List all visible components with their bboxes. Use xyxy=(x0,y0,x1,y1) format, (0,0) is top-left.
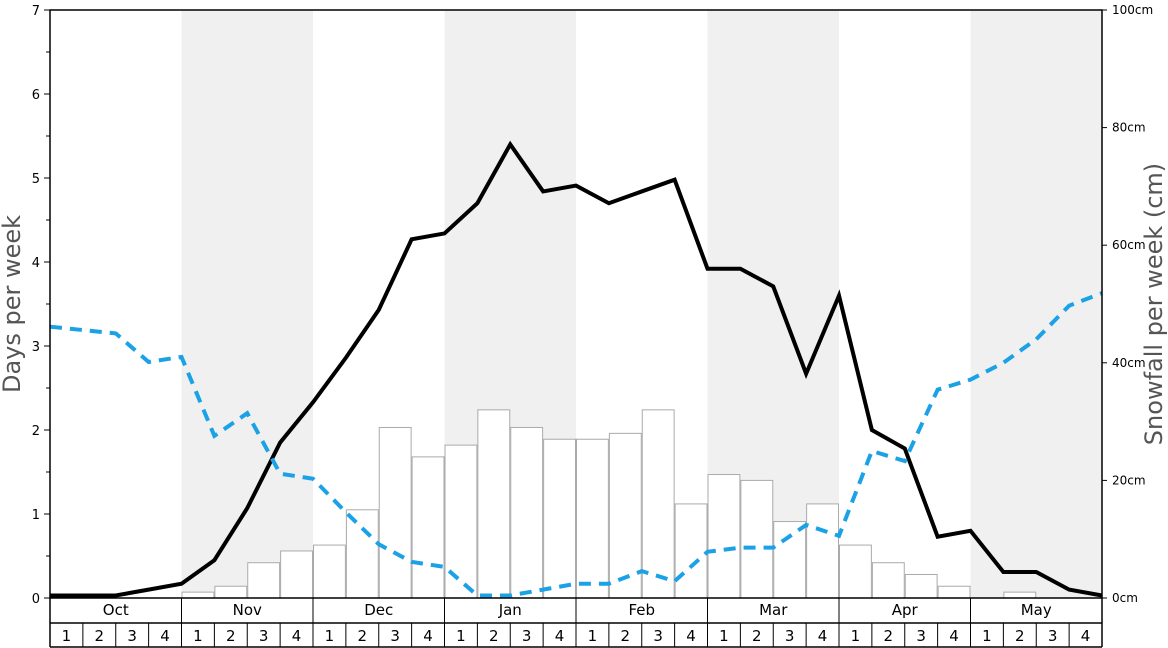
week-label: 3 xyxy=(916,627,926,645)
week-label: 3 xyxy=(522,627,532,645)
month-label-may: May xyxy=(1021,601,1052,619)
y-tick-label-right: 40cm xyxy=(1112,356,1146,370)
snowfall-bar xyxy=(937,585,971,599)
month-label-apr: Apr xyxy=(892,601,919,619)
snowfall-bar xyxy=(247,562,281,599)
week-label: 2 xyxy=(358,627,368,645)
y-tick-label-left: 2 xyxy=(32,424,40,439)
day-lines xyxy=(49,140,1103,598)
snowfall-bar xyxy=(181,591,215,599)
snowfall-bar xyxy=(871,562,905,599)
snowfall-bar xyxy=(477,409,511,599)
month-label-mar: Mar xyxy=(759,601,788,619)
week-label: 1 xyxy=(193,627,203,645)
snowfall-bar xyxy=(543,438,576,599)
week-label: 4 xyxy=(686,627,696,645)
y-tick-label-left: 6 xyxy=(32,88,40,103)
week-label: 4 xyxy=(423,627,433,645)
snowfall-bar xyxy=(1003,591,1037,599)
y-tick-label-right: 60cm xyxy=(1112,238,1146,252)
week-label: 3 xyxy=(1048,627,1058,645)
y-tick-label-right: 100cm xyxy=(1112,3,1153,17)
y-tick-label-left: 0 xyxy=(32,592,40,607)
x-axis-table: Oct 1 2 3 4 Nov 1 2 3 4 Dec 1 2 3 4 Jan 1 2 3 4 Feb 1 2 3 4 Mar 1 2… xyxy=(49,598,1103,648)
y-tick-label-right: 0cm xyxy=(1112,591,1138,605)
snowfall-bar xyxy=(510,426,544,599)
week-label: 3 xyxy=(785,627,795,645)
week-label: 2 xyxy=(621,627,631,645)
y-tick-label-left: 4 xyxy=(32,256,40,271)
week-label: 1 xyxy=(851,627,861,645)
y-tick-label-left: 7 xyxy=(32,4,40,19)
week-label: 4 xyxy=(818,627,828,645)
snowfall-bar xyxy=(608,432,642,599)
week-label: 1 xyxy=(456,627,466,645)
week-label: 1 xyxy=(62,627,72,645)
snowfall-bar xyxy=(280,550,313,599)
snowfall-bar xyxy=(444,444,478,599)
month-bands xyxy=(181,10,1102,598)
y-axis-title-left: Days per week xyxy=(0,215,26,393)
week-label: 1 xyxy=(325,627,335,645)
snowfall-bars xyxy=(181,409,1037,599)
month-band-may xyxy=(970,10,1102,598)
snowfall-bar xyxy=(641,409,675,599)
snowfall-bar xyxy=(411,456,445,599)
y-tick-label-left: 3 xyxy=(32,340,40,355)
week-label: 3 xyxy=(259,627,269,645)
snowfall-bar xyxy=(839,544,872,599)
month-label-dec: Dec xyxy=(364,601,393,619)
snowfall-bar xyxy=(313,544,346,599)
y-tick-label-right: 80cm xyxy=(1112,121,1146,135)
month-label-nov: Nov xyxy=(233,601,262,619)
snowfall-bar xyxy=(904,573,938,599)
y-tick-label-left: 1 xyxy=(32,508,40,523)
month-label-feb: Feb xyxy=(628,601,655,619)
week-label: 4 xyxy=(160,627,170,645)
dashed-line-series xyxy=(49,291,1103,598)
month-label-oct: Oct xyxy=(103,601,129,619)
snowfall-bar xyxy=(576,438,609,599)
week-label: 2 xyxy=(226,627,236,645)
snowfall-bar xyxy=(806,503,839,599)
week-label: 1 xyxy=(982,627,992,645)
y-tick-label-left: 5 xyxy=(32,172,40,187)
solid-line-series xyxy=(50,140,1103,598)
snowfall-bar xyxy=(674,503,708,599)
snowfall-bar xyxy=(707,474,741,599)
snowfall-bar xyxy=(378,426,412,599)
snowfall-bar xyxy=(773,521,807,599)
week-label: 3 xyxy=(653,627,663,645)
y-axis-title-right: Snowfall per week (cm) xyxy=(1140,163,1168,445)
week-label: 2 xyxy=(1015,627,1025,645)
week-label: 2 xyxy=(95,627,105,645)
week-label: 1 xyxy=(588,627,598,645)
week-label: 2 xyxy=(752,627,762,645)
week-label: 4 xyxy=(1081,627,1091,645)
week-label: 2 xyxy=(489,627,499,645)
week-label: 2 xyxy=(884,627,894,645)
week-label: 4 xyxy=(949,627,959,645)
month-label-jan: Jan xyxy=(498,601,522,619)
y-tick-label-right: 20cm xyxy=(1112,473,1146,487)
week-label: 3 xyxy=(390,627,400,645)
week-label: 3 xyxy=(127,627,137,645)
snowfall-bar xyxy=(740,479,774,599)
week-label: 1 xyxy=(719,627,729,645)
snowfall-bar xyxy=(214,585,248,599)
month-band-nov xyxy=(181,10,313,598)
week-label: 4 xyxy=(292,627,302,645)
week-label: 4 xyxy=(555,627,565,645)
snowfall-bar xyxy=(345,509,379,599)
axes: 0 1 2 3 4 5 6 7 0cm 20cm 40cm 60cm 80cm 100cm xyxy=(32,3,1153,607)
